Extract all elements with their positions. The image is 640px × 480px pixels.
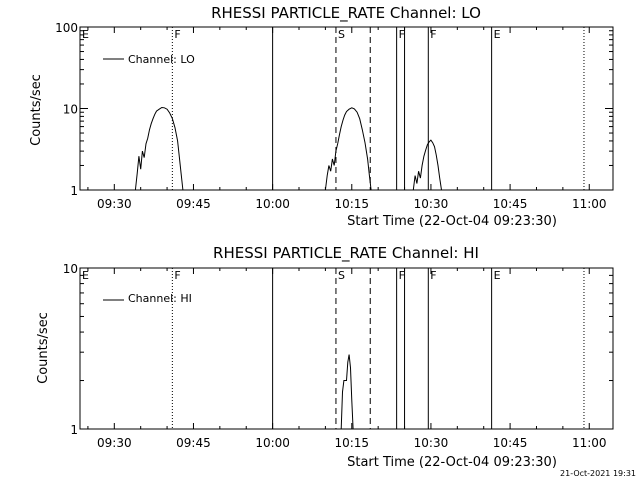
series-line [340, 354, 354, 430]
y-tick-label: 10 [63, 103, 78, 117]
lo-channel-panel: RHESSI PARTICLE_RATE Channel: LO Start T… [29, 4, 614, 229]
y-tick-label: 1 [70, 184, 78, 198]
y-tick-label: 1 [70, 423, 78, 437]
y-axis-label: Counts/sec [36, 312, 51, 384]
event-marker-label: E [82, 28, 89, 41]
event-marker-label: F [399, 269, 405, 282]
hi-channel-panel: RHESSI PARTICLE_RATE Channel: HI Start T… [36, 244, 614, 470]
y-axis-label: Counts/sec [29, 74, 44, 146]
chart-title: RHESSI PARTICLE_RATE Channel: LO [211, 4, 481, 23]
series-line [324, 107, 372, 191]
x-tick-label: 10:15 [334, 197, 369, 211]
x-tick-label: 09:45 [176, 436, 211, 450]
series-line [412, 139, 442, 191]
event-marker-label: E [494, 28, 501, 41]
x-tick-label: 10:45 [493, 197, 528, 211]
event-marker-label: F [430, 28, 436, 41]
event-marker-label: F [399, 28, 405, 41]
x-tick-label: 10:00 [255, 197, 290, 211]
chart-title: RHESSI PARTICLE_RATE Channel: HI [213, 244, 479, 263]
legend-label: Channel: LO [128, 53, 195, 66]
generation-timestamp: 21-Oct-2021 19:31 [560, 469, 636, 478]
x-tick-label: 10:15 [334, 436, 369, 450]
plot-frame [79, 267, 614, 430]
event-marker-label: E [494, 269, 501, 282]
event-marker-label: E [82, 269, 89, 282]
event-marker-label: F [174, 269, 180, 282]
x-tick-label: 11:00 [572, 436, 607, 450]
series-line [134, 106, 184, 191]
event-marker-label: S [338, 28, 345, 41]
x-tick-label: 10:30 [414, 436, 449, 450]
x-tick-label: 10:30 [414, 197, 449, 211]
legend-label: Channel: HI [128, 292, 192, 305]
x-axis-label: Start Time (22-Oct-04 09:23:30) [347, 455, 557, 470]
event-marker-label: S [338, 269, 345, 282]
x-tick-label: 10:45 [493, 436, 528, 450]
x-axis-label: Start Time (22-Oct-04 09:23:30) [347, 214, 557, 229]
x-tick-label: 09:45 [176, 197, 211, 211]
y-tick-label: 10 [63, 262, 78, 276]
event-marker-label: F [174, 28, 180, 41]
x-tick-label: 11:00 [572, 197, 607, 211]
y-tick-label: 100 [55, 21, 78, 35]
event-marker-label: F [430, 269, 436, 282]
x-tick-label: 09:30 [97, 197, 132, 211]
x-tick-label: 10:00 [255, 436, 290, 450]
x-tick-label: 09:30 [97, 436, 132, 450]
